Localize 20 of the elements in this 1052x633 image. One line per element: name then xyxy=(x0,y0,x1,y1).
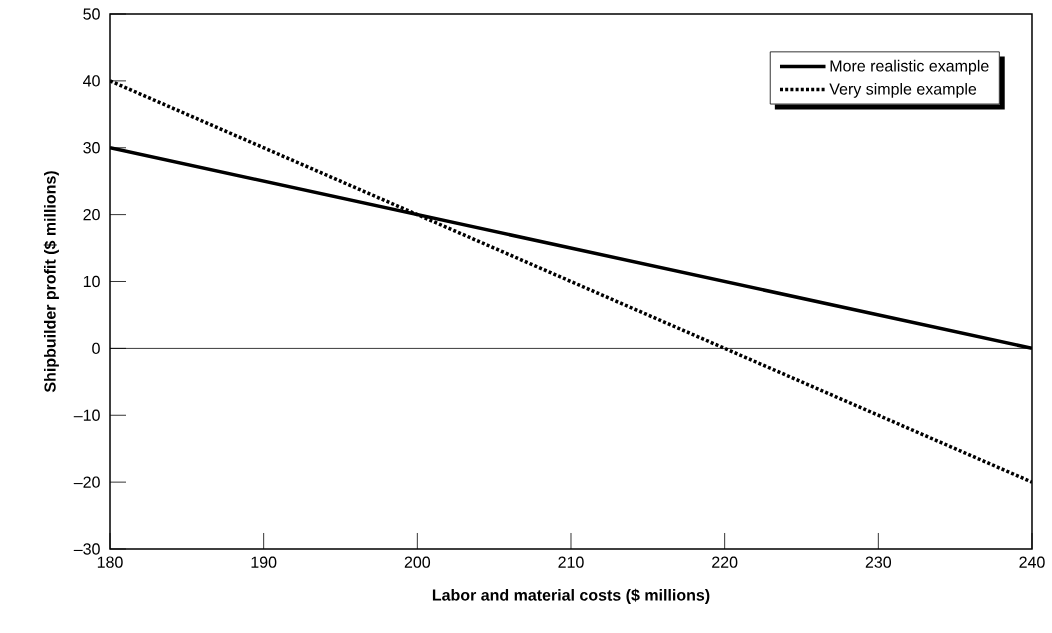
y-tick-label: 40 xyxy=(83,75,100,87)
y-axis-title: Shipbuilder profit ($ millions) xyxy=(43,171,59,393)
x-tick-label: 220 xyxy=(712,556,738,568)
y-tick-label: 0 xyxy=(92,342,100,355)
x-tick-label: 180 xyxy=(97,556,123,568)
y-tick-label: –10 xyxy=(73,409,100,421)
x-tick-label: 200 xyxy=(404,556,431,568)
y-tick-label: 10 xyxy=(83,275,100,288)
x-tick-label: 190 xyxy=(251,556,277,568)
x-tick-label: 230 xyxy=(865,556,892,568)
x-axis-title: Labor and material costs ($ millions) xyxy=(432,588,710,604)
y-tick-label: –20 xyxy=(73,476,100,488)
y-tick-label: 20 xyxy=(83,208,100,221)
y-tick-label: 30 xyxy=(83,142,100,154)
y-tick-label: –30 xyxy=(73,543,100,555)
legend-label: Very simple example xyxy=(829,82,977,98)
x-tick-label: 240 xyxy=(1019,556,1045,568)
y-tick-label: 50 xyxy=(83,8,100,20)
legend-label: More realistic example xyxy=(830,59,989,75)
x-tick-label: 210 xyxy=(558,556,584,568)
